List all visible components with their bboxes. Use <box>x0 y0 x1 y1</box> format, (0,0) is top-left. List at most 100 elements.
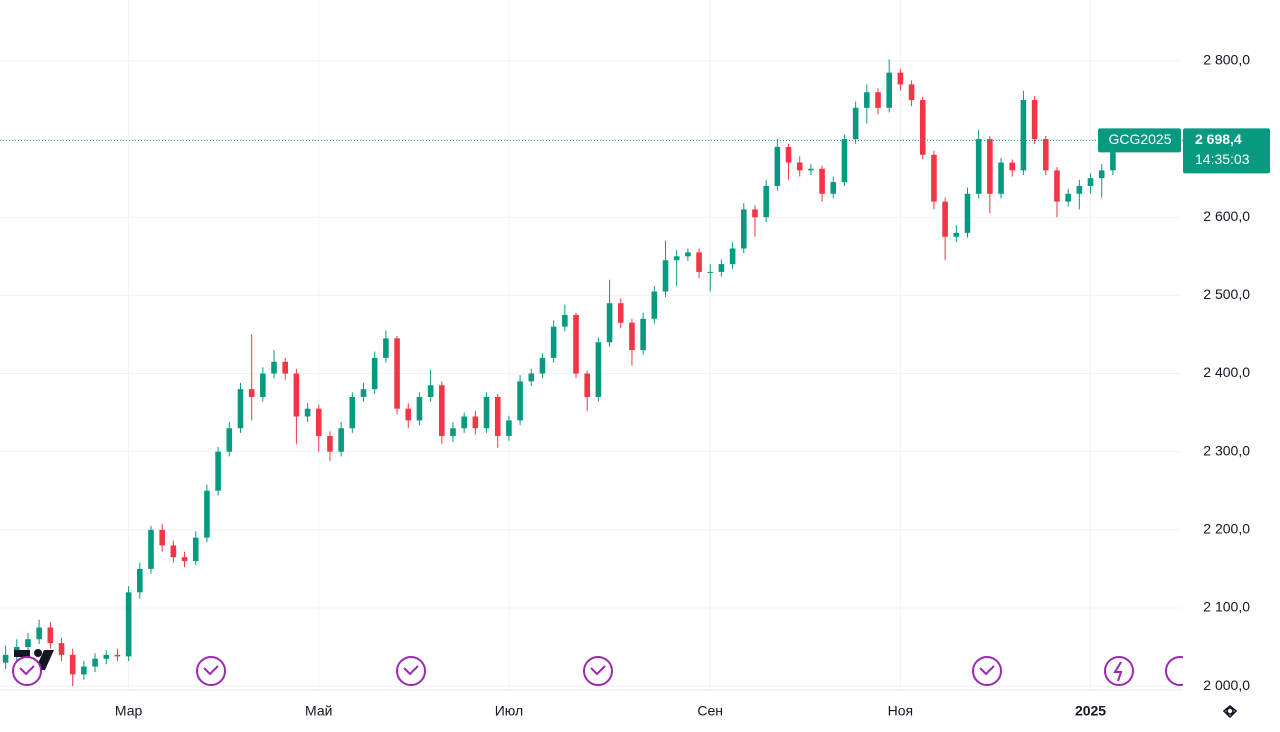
candle-body <box>103 654 110 659</box>
candle-body <box>1110 140 1116 171</box>
candle-body <box>629 322 635 351</box>
candle-body <box>830 182 837 194</box>
last-price-label: 2 698,4 <box>1195 131 1242 147</box>
candle-body <box>1020 100 1027 171</box>
candle-body <box>148 529 154 569</box>
event-icons[interactable] <box>12 656 1195 686</box>
y-tick-label: 2 000,0 <box>1203 677 1250 693</box>
candle-body <box>47 627 54 644</box>
candle-body <box>942 201 948 237</box>
candle-body <box>349 396 356 429</box>
candle-body <box>371 357 378 390</box>
candle-body <box>975 139 982 194</box>
candle-body <box>1076 185 1083 194</box>
candle-body <box>852 107 859 140</box>
candle-body <box>405 408 412 421</box>
candle-body <box>159 529 165 546</box>
candle-body <box>506 420 512 437</box>
x-tick-label: Май <box>305 703 332 719</box>
candle-body <box>550 326 557 358</box>
x-tick-label: Сен <box>697 703 723 719</box>
candle-body <box>953 232 960 237</box>
candle-body <box>1042 139 1049 171</box>
candle-body <box>562 314 568 327</box>
candle-body <box>1031 100 1038 140</box>
y-tick-label: 2 800,0 <box>1203 52 1250 68</box>
candle-body <box>718 264 725 272</box>
candle-body <box>785 146 792 163</box>
candle-body <box>617 303 624 323</box>
x-tick-label: 2025 <box>1075 703 1106 719</box>
candle-body <box>327 436 333 452</box>
candle-body <box>1009 162 1016 171</box>
candle-body <box>181 557 188 562</box>
candle-body <box>58 643 65 655</box>
candle-body <box>215 451 221 491</box>
candle-body <box>494 396 501 437</box>
candle-body <box>528 373 535 382</box>
candle-body <box>394 338 400 409</box>
candle-body <box>752 209 758 218</box>
candle-body <box>998 162 1004 194</box>
candle-body <box>673 256 680 261</box>
candle-body <box>931 154 937 202</box>
candle-body <box>1065 193 1071 202</box>
candle-body <box>237 389 244 429</box>
candle-body <box>1087 178 1094 186</box>
y-tick-label: 2 500,0 <box>1203 286 1250 302</box>
y-tick-label: 2 200,0 <box>1203 521 1250 537</box>
candle-body <box>271 361 277 374</box>
x-tick-label: Июл <box>495 703 523 719</box>
candle-body <box>472 416 479 429</box>
candle-body <box>651 291 658 319</box>
candle-body <box>662 260 669 292</box>
candle-body <box>36 627 42 640</box>
x-tick-label: Ноя <box>888 703 913 719</box>
candle-body <box>517 381 523 421</box>
candle-body <box>796 162 803 171</box>
candle-body <box>461 416 467 429</box>
symbol-label: GCG2025 <box>1108 131 1171 147</box>
y-tick-label: 2 300,0 <box>1203 442 1250 458</box>
y-tick-label: 2 600,0 <box>1203 208 1250 224</box>
candle-body <box>919 100 926 155</box>
candle-body <box>964 193 971 233</box>
candle-body <box>192 537 199 562</box>
candle-body <box>573 314 579 374</box>
candle-body <box>740 209 747 249</box>
candle-body <box>819 168 825 194</box>
candle-body <box>584 373 590 397</box>
candle-body <box>125 592 132 657</box>
x-tick-label: Мар <box>115 703 143 719</box>
candle-body <box>886 72 892 108</box>
candle-body <box>439 385 445 437</box>
candle-body <box>304 408 311 417</box>
candle-body <box>170 545 177 558</box>
candle-body <box>864 92 870 108</box>
candle-body <box>226 428 233 452</box>
candle-body <box>606 303 613 343</box>
candle-body <box>260 373 266 397</box>
candle-body <box>69 654 76 675</box>
candle-body <box>293 373 300 417</box>
candle-body <box>483 396 490 429</box>
candle-body <box>315 408 322 437</box>
candle-body <box>841 139 848 183</box>
y-tick-label: 2 400,0 <box>1203 364 1250 380</box>
candle-body <box>1098 170 1105 179</box>
candle-body <box>774 146 781 186</box>
candle-body <box>908 84 915 101</box>
candle-body <box>595 342 602 397</box>
candle-body <box>539 357 546 374</box>
candle-body <box>25 639 31 648</box>
plot <box>0 0 1183 690</box>
y-tick-label: 2 100,0 <box>1203 599 1250 615</box>
settings-icon[interactable] <box>1222 704 1238 719</box>
candle-body <box>81 666 87 675</box>
candle-body <box>763 185 769 218</box>
candle-body <box>338 428 344 452</box>
time-label: 14:35:03 <box>1195 151 1250 167</box>
candle-body <box>137 568 143 593</box>
